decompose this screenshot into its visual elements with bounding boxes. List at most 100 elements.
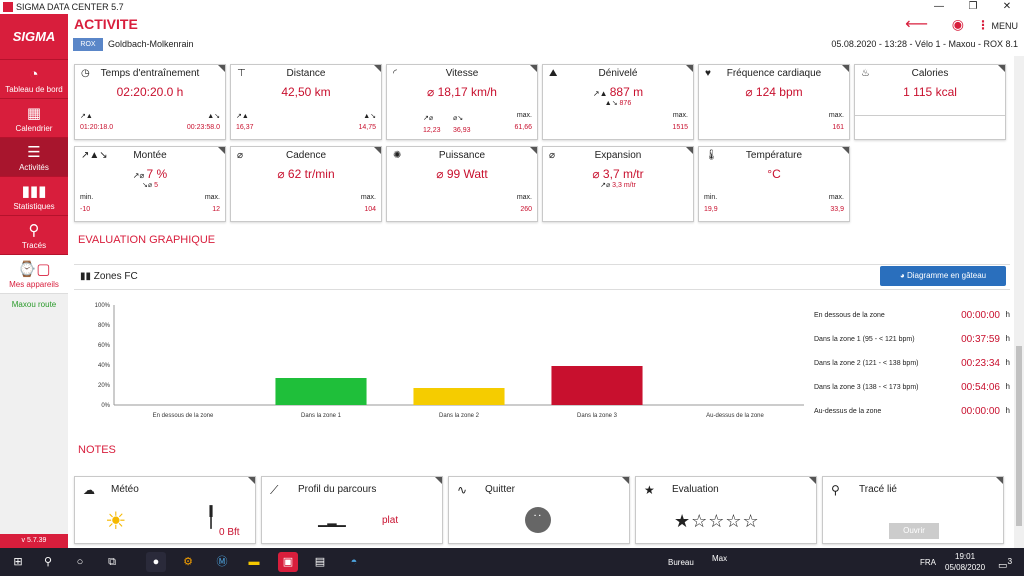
clock-date[interactable]: 05/08/2020 <box>945 563 986 572</box>
minimize-button[interactable]: — <box>934 1 944 12</box>
card-title: Cadence <box>285 150 327 161</box>
star-rating[interactable]: ★☆☆☆☆ <box>674 511 760 531</box>
search-icon[interactable]: ⚲ <box>43 556 53 568</box>
firefox-icon[interactable]: ● <box>146 552 166 572</box>
x-tick-label: Dans la zone 1 <box>301 413 342 419</box>
app-icon-m[interactable]: Ⓜ <box>216 556 228 568</box>
windows-start-icon[interactable]: ⊞ <box>13 556 23 568</box>
neutral-face-icon[interactable]: ˙˙ <box>525 507 551 533</box>
card-title: Quitter <box>485 484 516 495</box>
speedometer-icon: ◜ <box>393 68 397 79</box>
sidebar-item-label: Mes appareils <box>9 280 59 289</box>
card-value: 42,50 km <box>281 85 331 99</box>
map-pin-icon: ⚲ <box>831 483 840 497</box>
corner-menu-icon[interactable] <box>374 65 381 72</box>
corner-menu-icon[interactable] <box>996 477 1003 484</box>
sidebar-item-tracks[interactable]: ⚲ Tracés <box>0 216 68 255</box>
sidebar-item-activities[interactable]: ☰ Activités <box>0 138 68 177</box>
bureau-label[interactable]: Bureau <box>668 558 694 567</box>
card-calories[interactable]: ♨ Calories 1 115 kcal <box>854 64 1006 140</box>
card-route-profile[interactable]: ⟋ Profil du parcours ▁▂▁ plat <box>261 476 443 544</box>
card-linked-track[interactable]: ⚲ Tracé lié Ouvrir <box>822 476 1004 544</box>
card-elevation[interactable]: ⛰ Dénivelé ↗▲ 887 m ▲↘ 876 max. 1515 <box>542 64 694 140</box>
card-cadence[interactable]: ⌀ Cadence ⌀ 62 tr/min max. 104 <box>230 146 382 222</box>
corner-menu-icon[interactable] <box>374 147 381 154</box>
card-rating[interactable]: ★ Evaluation ★☆☆☆☆ <box>635 476 817 544</box>
sigma-taskbar-icon[interactable]: ▣ <box>278 552 298 572</box>
card-value: ⌀ 3,7 m/tr <box>592 167 644 181</box>
max-label[interactable]: Max <box>712 554 728 563</box>
card-temperature[interactable]: 🌡︎ Température °C min. 19,9 max. 33,9 <box>698 146 850 222</box>
notification-count: 3 <box>1007 556 1013 566</box>
max-label: max. <box>828 194 844 201</box>
corner-menu-icon[interactable] <box>530 65 537 72</box>
list-icon: ☰ <box>27 144 41 161</box>
card-sub-right: 00:23:58.0 <box>186 124 220 131</box>
card-min: -10 <box>80 206 91 213</box>
close-button[interactable]: ✕ <box>1002 1 1012 12</box>
card-sub-left: 01:20:18.0 <box>80 124 114 131</box>
sidebar-item-statistics[interactable]: ▮▮▮ Statistiques <box>0 177 68 216</box>
sun-icon: ☀ <box>105 508 127 535</box>
card-value: ↗⌀ 7 % <box>75 167 225 181</box>
zone-unit: h <box>1005 382 1010 391</box>
max-label: max. <box>672 112 688 119</box>
card-title: Température <box>745 150 803 161</box>
clock-time[interactable]: 19:01 <box>955 552 976 561</box>
card-feeling[interactable]: ∿ Quitter ˙˙ <box>448 476 630 544</box>
corner-menu-icon[interactable] <box>248 477 255 484</box>
pie-chart-button[interactable]: ◕ Diagramme en gâteau <box>880 266 1006 286</box>
menu-label: MENU <box>991 21 1019 31</box>
app-icon-notes[interactable]: ▤ <box>314 556 326 568</box>
kebab-icon: ⋮ <box>976 18 989 32</box>
corner-menu-icon[interactable] <box>622 477 629 484</box>
corner-menu-icon[interactable] <box>218 65 225 72</box>
zone-value: 00:23:34 <box>961 358 1000 369</box>
cortana-icon[interactable]: ○ <box>76 556 84 568</box>
notifications-icon[interactable]: ▭3 <box>998 556 1013 572</box>
corner-menu-icon[interactable] <box>435 477 442 484</box>
sidebar-item-label: Tracés <box>21 241 47 250</box>
file-explorer-icon[interactable]: ▬ <box>248 556 260 568</box>
card-expansion[interactable]: ⌀ Expansion ⌀ 3,7 m/tr ↗⌀ 3,3 m/tr <box>542 146 694 222</box>
menu-button[interactable]: ⋮ MENU <box>977 18 1018 32</box>
zone-row: En dessous de la zone 00:00:00 h <box>814 309 1010 333</box>
corner-menu-icon[interactable] <box>842 65 849 72</box>
back-arrow-icon[interactable]: ⟵ <box>905 16 928 33</box>
corner-menu-icon[interactable] <box>686 65 693 72</box>
corner-menu-icon[interactable] <box>218 147 225 154</box>
scrollbar-thumb[interactable] <box>1016 346 1022 526</box>
sidebar-item-dashboard[interactable]: ◔ Tableau de bord <box>0 60 68 99</box>
scrollbar[interactable] <box>1014 56 1024 548</box>
card-weather[interactable]: ☁ Météo ☀ ╿ 0 Bft <box>74 476 256 544</box>
card-speed[interactable]: ◜ Vitesse ⌀ 18,17 km/h ↗⌀ ⌀↘ 12,23 36,93… <box>386 64 538 140</box>
open-track-button[interactable]: Ouvrir <box>889 523 939 539</box>
sidebar-item-devices[interactable]: ⌚▢ Mes appareils <box>0 255 68 294</box>
corner-menu-icon[interactable] <box>530 147 537 154</box>
corner-menu-icon[interactable] <box>998 65 1005 72</box>
task-view-icon[interactable]: ⧉ <box>108 556 116 568</box>
card-climb[interactable]: ↗▲↘ Montée ↗⌀ 7 % ↘⌀ 5 min. -10 max. 12 <box>74 146 226 222</box>
sidebar-item-calendar[interactable]: ▦ Calendrier <box>0 99 68 138</box>
card-distance[interactable]: ⊤ Distance 42,50 km ↗▲ ▲↘ 16,37 14,75 <box>230 64 382 140</box>
card-heart-rate[interactable]: ♥ Fréquence cardiaque ⌀ 124 bpm max. 161 <box>698 64 850 140</box>
corner-menu-icon[interactable] <box>809 477 816 484</box>
zone-row: Dans la zone 3 (138 - < 173 bpm) 00:54:06… <box>814 381 1010 405</box>
maximize-button[interactable]: ❐ <box>968 1 978 12</box>
camera-icon[interactable]: ◉ <box>951 16 964 32</box>
language-label[interactable]: FRA <box>920 558 936 567</box>
min-label: min. <box>704 194 718 201</box>
card-power[interactable]: ✺ Puissance ⌀ 99 Watt max. 260 <box>386 146 538 222</box>
windsock-icon: ╿ <box>205 507 218 529</box>
card-training-time[interactable]: ◷ Temps d'entraînement 02:20:20.0 h ↗▲ ▲… <box>74 64 226 140</box>
card-value: ⌀ 62 tr/min <box>277 167 335 181</box>
downhill-icon: ▲↘ <box>207 113 220 120</box>
corner-menu-icon[interactable] <box>686 147 693 154</box>
app-icon-blue[interactable]: ◓ <box>350 556 358 568</box>
app-icon-orange[interactable]: ⚙ <box>183 556 193 568</box>
corner-menu-icon[interactable] <box>842 147 849 154</box>
sidebar-user[interactable]: Maxou route <box>11 300 57 309</box>
crank-icon: ⌀ <box>237 150 244 161</box>
y-tick-label: 20% <box>98 383 111 389</box>
climb-value: 7 % <box>146 167 168 181</box>
